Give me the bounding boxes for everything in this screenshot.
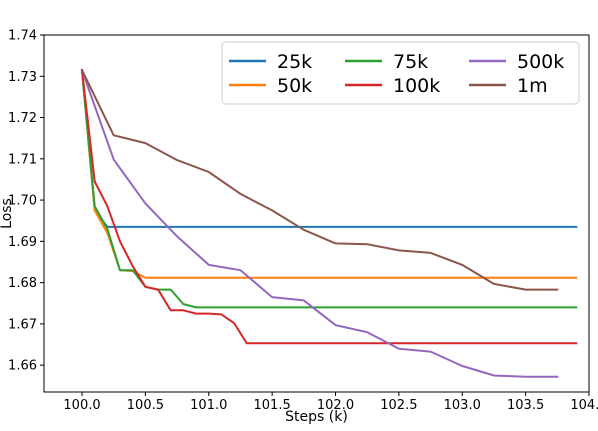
x-tick-label: 100.0 — [63, 398, 100, 413]
x-tick-label: 102.5 — [380, 398, 417, 413]
plot-frame — [43, 34, 590, 393]
y-tick-label: 1.73 — [8, 70, 37, 85]
x-tick-label: 101.5 — [254, 398, 291, 413]
legend-label-500k: 500k — [517, 51, 564, 73]
y-tick-label: 1.67 — [8, 317, 37, 332]
series-layer — [80, 68, 578, 378]
legend-box — [221, 41, 580, 105]
legend-label-25k: 25k — [277, 51, 312, 73]
y-tick-label: 1.69 — [8, 235, 37, 250]
legend-label-50k: 50k — [277, 75, 312, 97]
y-tick-label: 1.66 — [8, 359, 37, 374]
x-tick-label: 103.0 — [444, 398, 481, 413]
x-tick-label: 104.0 — [570, 398, 598, 413]
y-tick-label: 1.68 — [8, 276, 37, 291]
y-tick-label: 1.72 — [8, 111, 37, 126]
y-tick-label: 1.70 — [8, 194, 37, 209]
x-axis-ticks: 100.0 100.5 101.0 101.5 102.0 102.5 103.0 103.5… — [63, 392, 598, 413]
x-tick-label: 102.0 — [317, 398, 354, 413]
y-axis-label: Loss — [0, 198, 15, 229]
legend-label-1m: 1m — [517, 75, 548, 97]
series-line-500k — [80, 68, 559, 378]
series-line-1m — [80, 68, 559, 291]
y-tick-label: 1.74 — [8, 29, 37, 44]
x-tick-label: 100.5 — [127, 398, 164, 413]
y-axis-ticks: 1.66 1.67 1.68 1.69 1.70 1.71 1.72 1.73 1.74 — [8, 29, 44, 374]
y-tick-label: 1.71 — [8, 152, 37, 167]
x-tick-label: 103.5 — [507, 398, 544, 413]
x-tick-label: 101.0 — [190, 398, 227, 413]
x-axis-label: Steps (k) — [285, 409, 348, 425]
legend-label-100k: 100k — [393, 75, 440, 97]
series-line-100k — [80, 68, 578, 345]
legend-label-75k: 75k — [393, 51, 428, 73]
